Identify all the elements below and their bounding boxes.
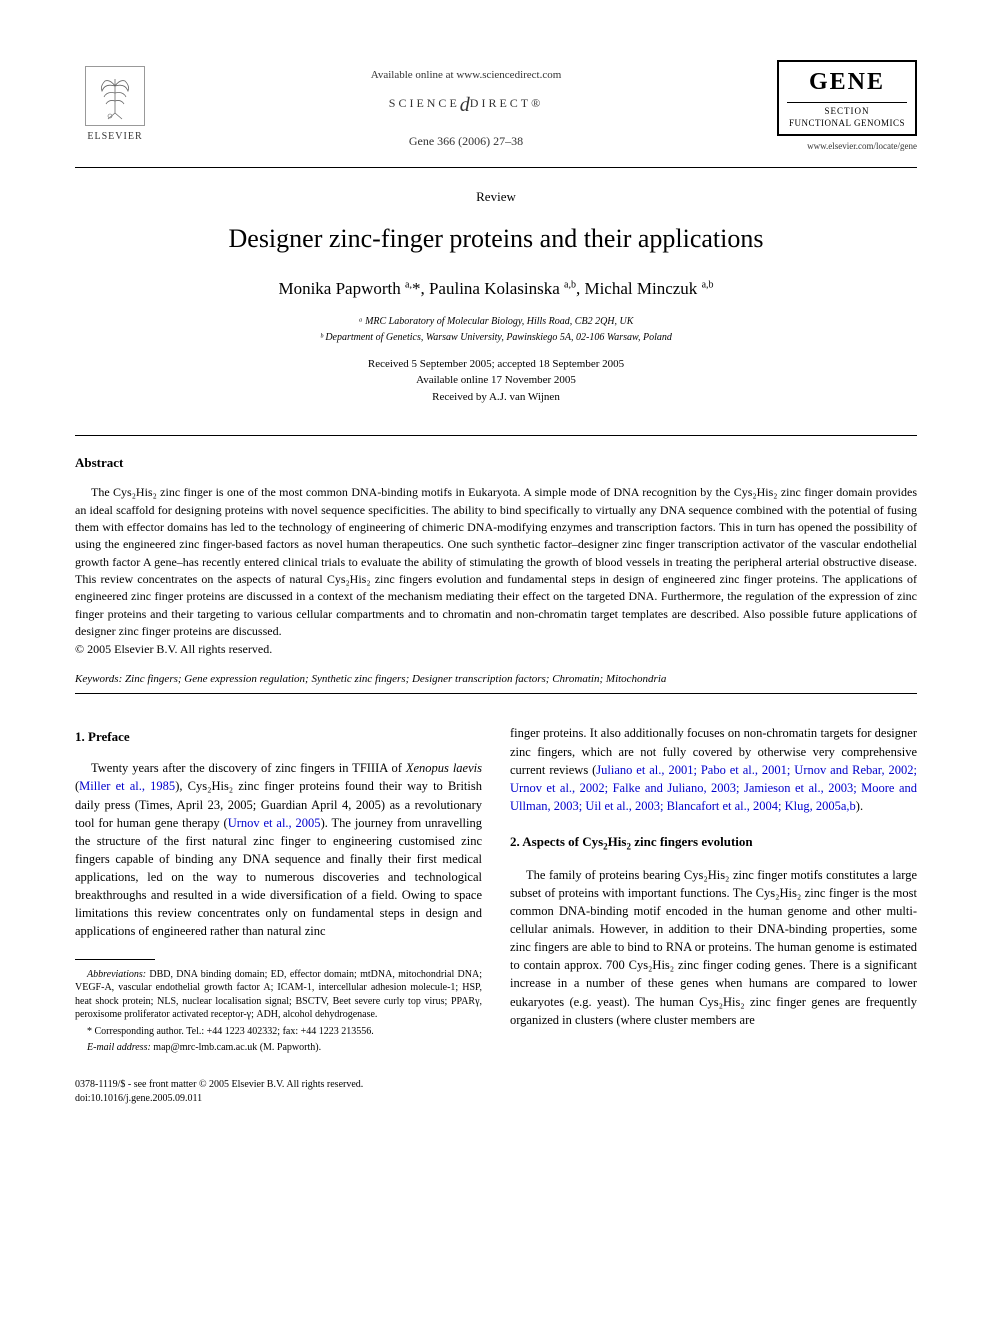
column-left: 1. Preface Twenty years after the discov… (75, 724, 482, 1057)
author-3: Michal Minczuk a,b (584, 279, 713, 298)
footnote-separator (75, 959, 155, 960)
affiliation-b: ᵇ Department of Genetics, Warsaw Univers… (75, 331, 917, 345)
available-online-text: Available online at www.sciencedirect.co… (155, 68, 777, 83)
abbrev-label: Abbreviations: (87, 969, 146, 980)
author-2: Paulina Kolasinska a,b (429, 279, 576, 298)
corresponding-author-footnote: * Corresponding author. Tel.: +44 1223 4… (75, 1025, 482, 1039)
abstract-top-separator (75, 435, 917, 436)
body-text: ). (856, 799, 863, 813)
abstract-heading: Abstract (75, 454, 917, 472)
keywords-label: Keywords: (75, 673, 122, 685)
email-footnote: E-mail address: map@mrc-lmb.cam.ac.uk (M… (75, 1041, 482, 1055)
article-dates: Received 5 September 2005; accepted 18 S… (75, 357, 917, 405)
footnotes: Abbreviations: DBD, DNA binding domain; … (75, 968, 482, 1055)
email-address: map@mrc-lmb.cam.ac.uk (M. Papworth). (151, 1042, 321, 1053)
column-right: finger proteins. It also additionally fo… (510, 724, 917, 1057)
journal-reference: Gene 366 (2006) 27–38 (155, 133, 777, 150)
gene-journal-logo: GENE SECTION FUNCTIONAL GENOMICS www.els… (777, 60, 917, 152)
email-label: E-mail address: (87, 1042, 151, 1053)
header-center: Available online at www.sciencedirect.co… (155, 60, 777, 150)
affiliation-a: ᵃ MRC Laboratory of Molecular Biology, H… (75, 315, 917, 329)
header-separator (75, 167, 917, 168)
sd-prefix: SCIENCE (389, 96, 460, 110)
keywords-text: Zinc fingers; Gene expression regulation… (125, 673, 666, 685)
gene-url: www.elsevier.com/locate/gene (777, 140, 917, 153)
article-type: Review (75, 188, 917, 206)
abstract-body: The Cys₂His₂ zinc finger is one of the m… (75, 485, 917, 638)
available-date: Available online 17 November 2005 (75, 373, 917, 388)
authors: Monika Papworth a,*, Paulina Kolasinska … (75, 277, 917, 301)
science-direct-logo: SCIENCEdDIRECT® (155, 91, 777, 119)
elsevier-logo: ELSEVIER (75, 60, 155, 150)
article-title: Designer zinc-finger proteins and their … (75, 221, 917, 257)
body-text: Twenty years after the discovery of zinc… (91, 761, 406, 775)
abstract-bottom-separator (75, 693, 917, 694)
body-two-column: 1. Preface Twenty years after the discov… (75, 724, 917, 1057)
author-1: Monika Papworth a,* (278, 279, 420, 298)
citation-link[interactable]: Urnov et al., 2005 (228, 816, 321, 830)
section-1-para-1: Twenty years after the discovery of zinc… (75, 759, 482, 940)
front-matter-text: 0378-1119/$ - see front matter © 2005 El… (75, 1078, 917, 1092)
gene-box: GENE SECTION FUNCTIONAL GENOMICS (777, 60, 917, 136)
section-2-para-1: The family of proteins bearing Cys₂His₂ … (510, 866, 917, 1029)
citation-link[interactable]: Miller et al., 1985 (79, 779, 175, 793)
received-by: Received by A.J. van Wijnen (75, 390, 917, 405)
abstract-copyright: © 2005 Elsevier B.V. All rights reserved… (75, 642, 272, 656)
abbreviations-footnote: Abbreviations: DBD, DNA binding domain; … (75, 968, 482, 1022)
abstract-text: The Cys₂His₂ zinc finger is one of the m… (75, 484, 917, 658)
section-1-heading: 1. Preface (75, 728, 482, 747)
elsevier-label: ELSEVIER (87, 130, 142, 144)
sd-suffix: DIRECT® (470, 96, 543, 110)
elsevier-tree-icon (85, 66, 145, 126)
col2-continuation: finger proteins. It also additionally fo… (510, 724, 917, 815)
body-text: ). The journey from unravelling the stru… (75, 816, 482, 939)
gene-subtitle-1: SECTION (787, 105, 907, 118)
species-name: Xenopus laevis (406, 761, 482, 775)
received-date: Received 5 September 2005; accepted 18 S… (75, 357, 917, 372)
gene-subtitle-2: FUNCTIONAL GENOMICS (787, 117, 907, 130)
sd-d-icon: d (460, 94, 470, 116)
footer-doi: 0378-1119/$ - see front matter © 2005 El… (75, 1078, 917, 1106)
section-2-heading: 2. Aspects of Cys2His2 zinc fingers evol… (510, 833, 917, 854)
doi-text: doi:10.1016/j.gene.2005.09.011 (75, 1092, 917, 1106)
header-row: ELSEVIER Available online at www.science… (75, 60, 917, 152)
gene-title: GENE (787, 66, 907, 103)
affiliations: ᵃ MRC Laboratory of Molecular Biology, H… (75, 315, 917, 345)
keywords: Keywords: Zinc fingers; Gene expression … (75, 672, 917, 687)
